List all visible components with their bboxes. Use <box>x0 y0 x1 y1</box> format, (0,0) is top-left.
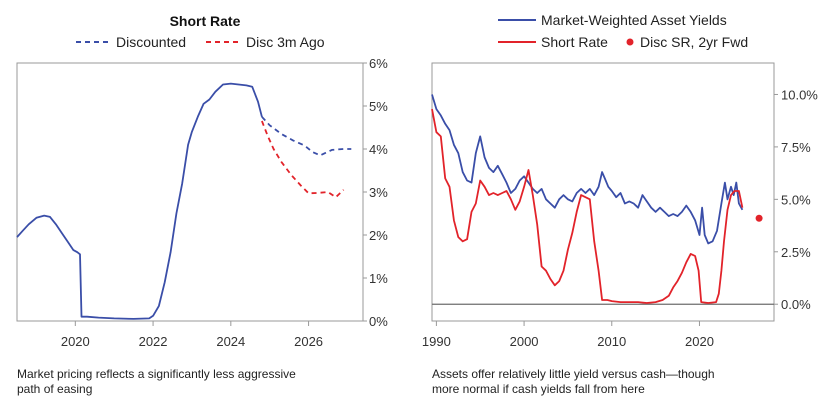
right-y-tick-label: 0.0% <box>781 297 811 312</box>
left-y-tick-label: 5% <box>369 99 388 114</box>
left-y-tick-label: 0% <box>369 314 388 329</box>
right-x-tick-label: 1990 <box>422 334 451 349</box>
left-x-axis: 2020 2022 2024 2026 <box>61 321 323 349</box>
right-caption-line-2: more normal if cash yields fall from her… <box>432 382 645 396</box>
legend-discounted-label: Discounted <box>116 34 186 50</box>
right-point-disc-sr-2yr-fwd <box>755 214 763 222</box>
right-series-market-weighted-asset-yields <box>431 94 744 245</box>
left-series-short-rate <box>16 82 263 320</box>
legend-disc3m-label: Disc 3m Ago <box>246 34 325 50</box>
right-plot-frame <box>431 62 775 322</box>
right-x-tick-label: 2000 <box>510 334 539 349</box>
legend-short-rate-label: Short Rate <box>541 34 608 50</box>
right-y-tick-label: 10.0% <box>781 87 818 102</box>
left-caption-line-1: Market pricing reflects a significantly … <box>17 367 296 381</box>
left-caption-line-2: path of easing <box>17 382 92 396</box>
left-y-tick-label: 2% <box>369 228 388 243</box>
left-chart: Short Rate Discounted Disc 3m Ago 2020 20… <box>16 13 388 396</box>
left-series-disc-3m-ago <box>261 120 345 199</box>
right-x-axis: 1990 2000 2010 2020 <box>422 321 714 349</box>
left-y-tick-label: 6% <box>369 56 388 71</box>
right-x-tick-label: 2010 <box>597 334 626 349</box>
right-y-tick-label: 2.5% <box>781 245 811 260</box>
right-chart: Market-Weighted Asset Yields Short Rate … <box>422 12 818 396</box>
right-y-tick-label: 7.5% <box>781 140 811 155</box>
left-y-axis: 0% 1% 2% 3% 4% 5% 6% <box>363 56 388 329</box>
left-legend: Discounted Disc 3m Ago <box>76 34 325 50</box>
left-x-tick-label: 2022 <box>139 334 168 349</box>
left-x-tick-label: 2020 <box>61 334 90 349</box>
left-y-tick-label: 3% <box>369 185 388 200</box>
left-y-tick-label: 1% <box>369 271 388 286</box>
right-legend: Market-Weighted Asset Yields Short Rate … <box>498 12 748 50</box>
left-plot-frame <box>16 62 364 322</box>
left-series-discounted <box>261 116 352 157</box>
legend-asset-yields-label: Market-Weighted Asset Yields <box>541 12 727 28</box>
left-y-tick-label: 4% <box>369 142 388 157</box>
legend-disc-sr-label: Disc SR, 2yr Fwd <box>640 34 748 50</box>
right-y-axis: 0.0% 2.5% 5.0% 7.5% 10.0% <box>774 87 818 312</box>
left-chart-title: Short Rate <box>170 13 241 29</box>
right-plot-area <box>431 94 774 305</box>
legend-disc-sr-marker <box>626 38 634 46</box>
right-x-tick-label: 2020 <box>685 334 714 349</box>
right-caption-line-1: Assets offer relatively little yield ver… <box>432 367 715 381</box>
left-x-tick-label: 2026 <box>294 334 323 349</box>
right-series-short-rate <box>431 108 744 304</box>
right-y-tick-label: 5.0% <box>781 192 811 207</box>
left-x-tick-label: 2024 <box>216 334 245 349</box>
left-plot-area <box>16 82 352 320</box>
